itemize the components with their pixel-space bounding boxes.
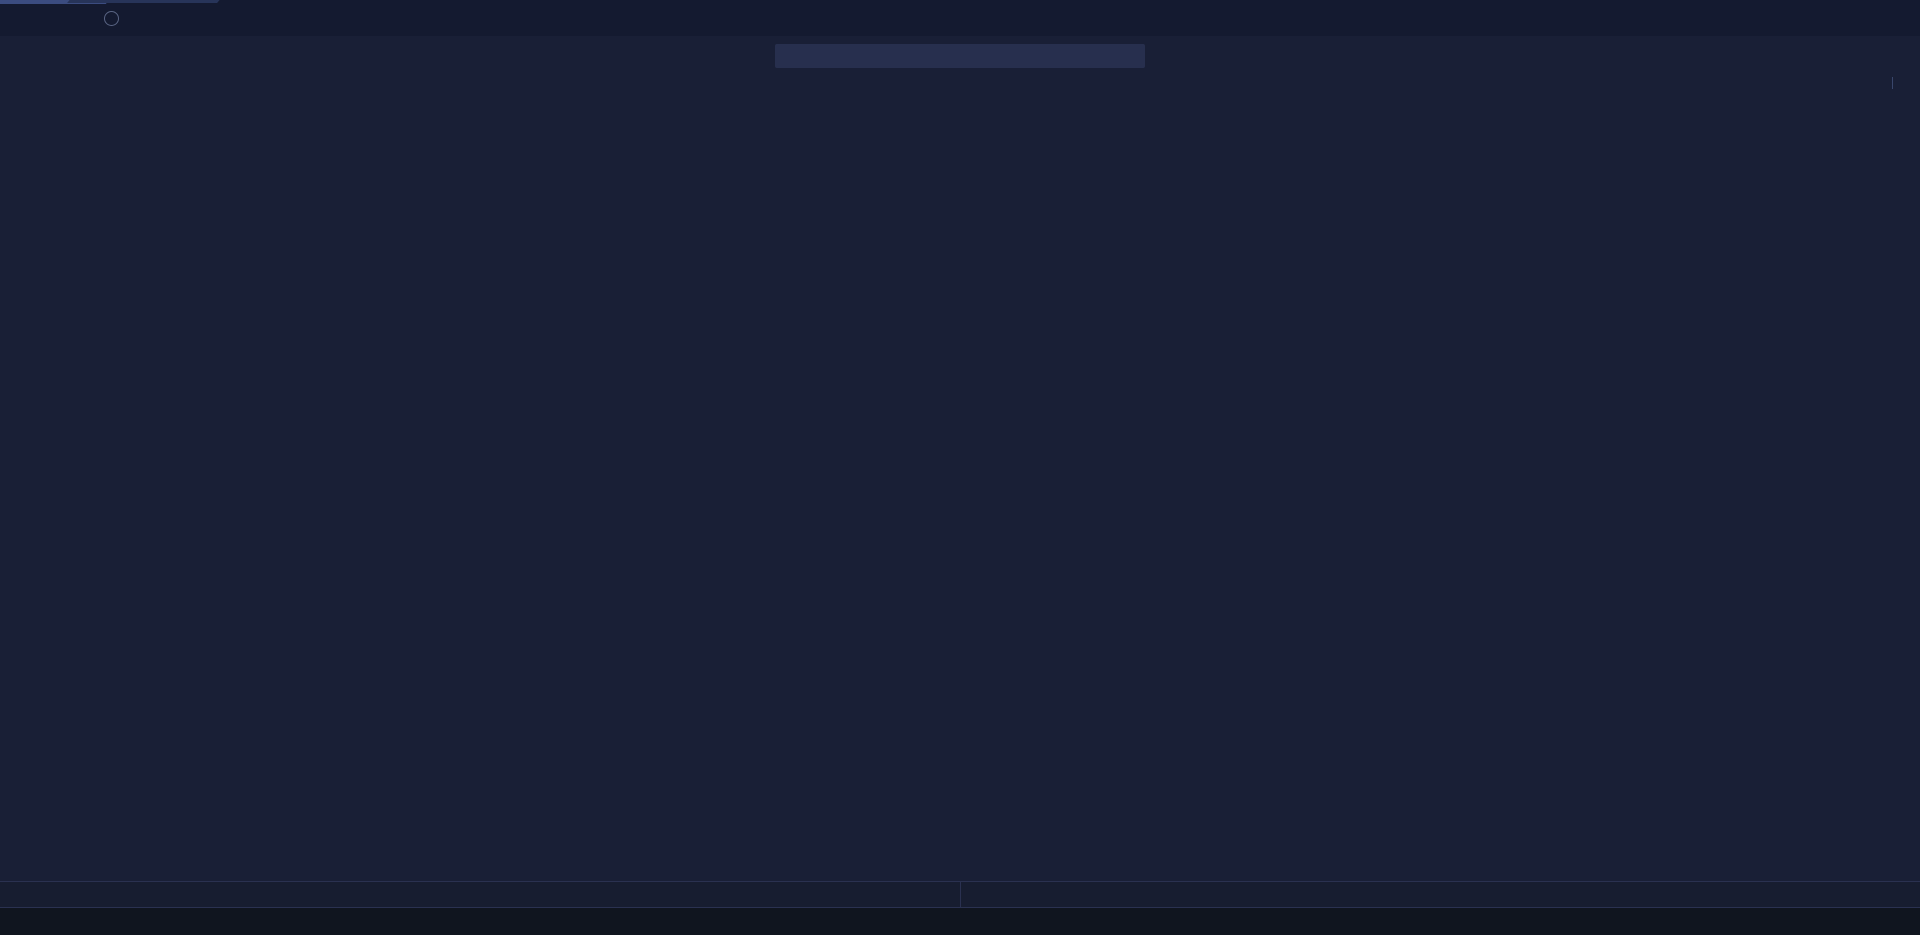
- settings-toolbar: [1882, 74, 1908, 92]
- top-bar: [0, 0, 1920, 36]
- time-axis: [0, 908, 1920, 935]
- instrument-selector[interactable]: [775, 44, 1145, 68]
- divider: [0, 881, 1920, 882]
- divider: [1892, 77, 1893, 89]
- help-icon[interactable]: [104, 11, 119, 26]
- divider: [960, 882, 961, 907]
- corner-ribbon-icon: [67, 0, 223, 3]
